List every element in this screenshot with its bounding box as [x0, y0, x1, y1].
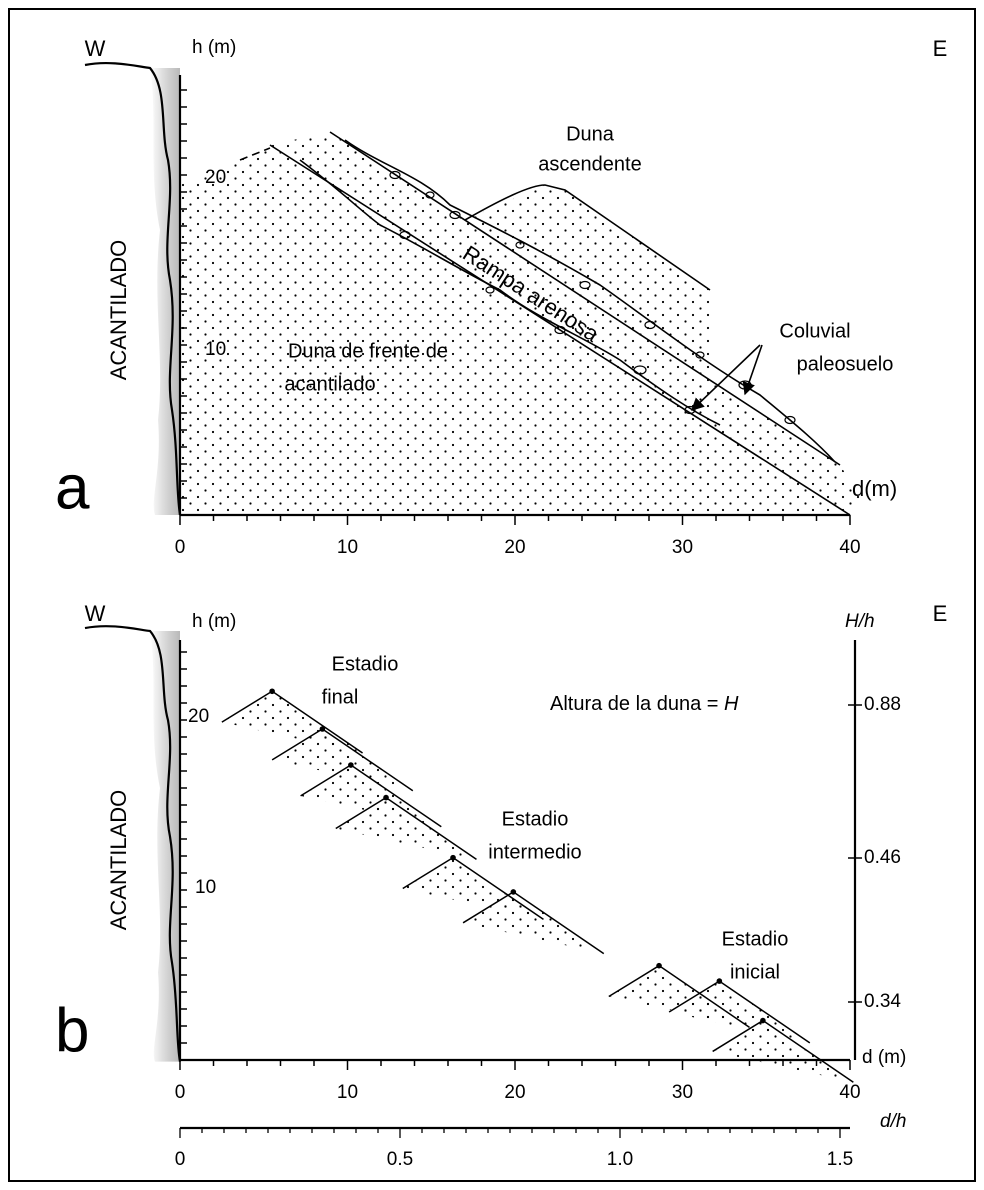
dune-crest — [348, 762, 354, 768]
annotation: final — [322, 686, 359, 708]
dune-crest — [383, 794, 389, 801]
y-tick-label: 20 — [205, 167, 226, 188]
dune — [669, 981, 810, 1043]
x-axis-title: d (m) — [862, 1047, 906, 1068]
x-tick-label: 0 — [175, 1082, 186, 1103]
y-axis-title: h (m) — [192, 611, 236, 632]
x-tick-label: 40 — [839, 537, 860, 558]
dune-crest-dashed — [239, 147, 271, 161]
annotation: inicial — [730, 961, 780, 983]
annotation: Duna de frente de — [288, 340, 448, 362]
x2-tick-label: 1.0 — [607, 1149, 633, 1170]
y-tick-label: 10 — [205, 339, 226, 360]
arrow — [691, 344, 761, 411]
y2-tick-label: 0.46 — [864, 847, 901, 868]
annotation-text: Altura de la duna = — [550, 693, 718, 715]
x2-tick-label: 1.5 — [827, 1149, 853, 1170]
cliff-label: ACANTILADO — [106, 240, 131, 381]
x-tick-label: 40 — [839, 1082, 860, 1103]
annotation-symbol: H — [724, 693, 739, 715]
cliff-shading — [150, 630, 180, 1062]
dune-crest — [450, 854, 456, 861]
x-tick-label: 0 — [175, 537, 186, 558]
dune — [272, 729, 413, 791]
paleosol-line — [299, 159, 721, 426]
annotation: Coluvial — [779, 320, 850, 342]
dune-crest — [760, 1017, 766, 1024]
y2-tick-label: 0.88 — [864, 694, 901, 715]
annotation: Estadio — [502, 808, 569, 830]
climbing-dune — [465, 185, 710, 380]
panel-a: 0 10 20 30 40 W E h (m) d(m) ACANTILADO a 20… — [55, 36, 947, 558]
gravel — [389, 170, 796, 425]
cliff-label: ACANTILADO — [106, 790, 131, 931]
dune-crest — [269, 688, 275, 695]
x2-tick-label: 0.5 — [387, 1149, 413, 1170]
dune — [463, 891, 604, 954]
dune-stages — [221, 688, 854, 1083]
dune-crest — [510, 889, 517, 895]
x-tick-label: 10 — [337, 537, 358, 558]
cliff-profile — [84, 625, 182, 1062]
x-axis-title: d(m) — [852, 476, 897, 501]
panel-label: a — [55, 453, 90, 522]
east-label: E — [933, 601, 948, 626]
dune-crest — [319, 726, 326, 732]
cliff-front-dune — [180, 145, 850, 515]
west-label: W — [85, 601, 106, 626]
east-label: E — [933, 36, 948, 61]
y-tick-label: 20 — [188, 706, 209, 727]
panel-label: b — [55, 996, 89, 1065]
west-label: W — [85, 36, 106, 61]
cliff-shading — [150, 68, 180, 515]
annotation: acantilado — [284, 373, 375, 395]
sand-ramp — [270, 132, 862, 515]
annotation: Estadio — [332, 653, 399, 675]
x-tick-label: 30 — [672, 1082, 693, 1103]
ticks: 0 10 20 30 40 0 0.5 1.0 1.5 — [175, 651, 862, 1170]
y-tick-label: 10 — [195, 877, 216, 898]
panel-b: 0 10 20 30 400 0.5 1.0 1.5 W E h (m) H/h d (m) … — [55, 601, 947, 1170]
annotation: Estadio — [722, 928, 789, 950]
x-tick-label: 20 — [504, 1082, 525, 1103]
climbing-dune-profile — [464, 184, 711, 291]
dune-surface — [269, 144, 851, 516]
annotation: ascendente — [538, 153, 641, 175]
dune-crest — [656, 962, 662, 969]
annotation: intermedio — [488, 841, 581, 863]
x2-axis-title: d/h — [880, 1111, 906, 1132]
dune-crest — [716, 978, 723, 984]
y2-axis-title: H/h — [845, 611, 875, 632]
x-tick-label: 20 — [504, 537, 525, 558]
y2-tick-label: 0.34 — [864, 991, 901, 1012]
x2-tick-label: 0 — [175, 1149, 186, 1170]
ramp-surface — [329, 131, 841, 466]
annotation: Duna — [566, 123, 615, 145]
dune — [335, 797, 477, 860]
frame — [8, 8, 976, 1182]
x-tick-label: 30 — [672, 537, 693, 558]
colluvium-line — [344, 139, 836, 463]
arrow — [742, 344, 763, 396]
annotation: Altura de la duna = H — [550, 693, 739, 715]
y-axis-title: h (m) — [192, 37, 236, 58]
cliff-profile — [84, 62, 182, 516]
x-tick-label: 10 — [337, 1082, 358, 1103]
dune — [712, 1020, 854, 1083]
ticks: 0 10 20 30 40 — [175, 89, 861, 558]
annotation: paleosuelo — [797, 353, 894, 375]
